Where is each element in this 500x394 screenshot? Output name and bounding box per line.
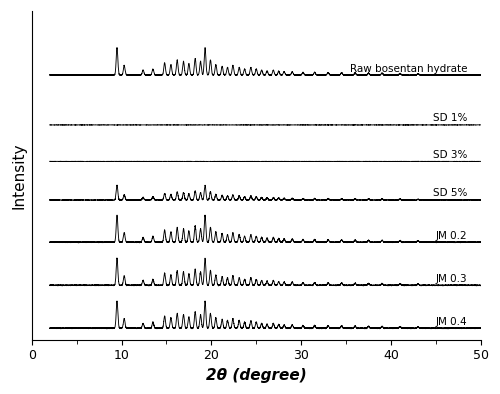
- Text: JM 0.3: JM 0.3: [436, 274, 468, 284]
- Y-axis label: Intensity: Intensity: [11, 142, 26, 208]
- X-axis label: 2θ (degree): 2θ (degree): [206, 368, 306, 383]
- Text: Raw bosentan hydrate: Raw bosentan hydrate: [350, 64, 468, 74]
- Text: SD 5%: SD 5%: [433, 188, 468, 198]
- Text: JM 0.2: JM 0.2: [436, 231, 468, 241]
- Text: SD 3%: SD 3%: [433, 150, 468, 160]
- Text: JM 0.4: JM 0.4: [436, 317, 468, 327]
- Text: SD 1%: SD 1%: [433, 113, 468, 123]
